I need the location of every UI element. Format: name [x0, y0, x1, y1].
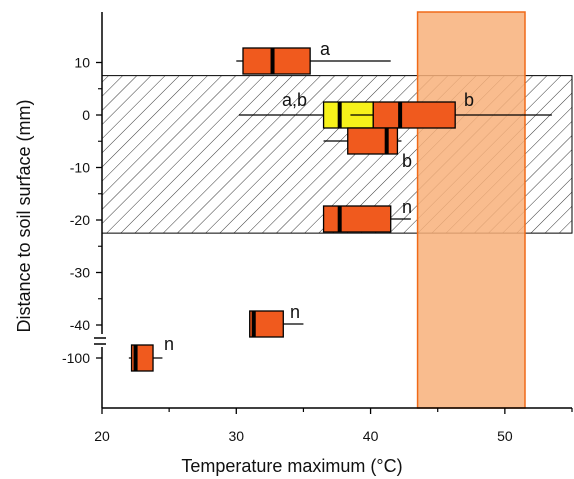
y-axis-title: Distance to soil surface (mm) [14, 99, 34, 332]
box-iqr [347, 127, 399, 155]
y-tick-label: -30 [70, 265, 90, 281]
y-tick-label: -40 [70, 317, 90, 333]
x-axis-ticks: 20 30 40 50 [94, 408, 573, 444]
box-4 [322, 205, 411, 233]
y-tick-label: 0 [82, 107, 90, 123]
box-significance-label: b [464, 90, 474, 110]
y-tick-label: -20 [70, 212, 90, 228]
box-iqr [372, 101, 456, 129]
box-3 [323, 127, 402, 155]
box-iqr [242, 47, 311, 75]
y-tick-label: -10 [70, 160, 90, 176]
box-significance-label: n [164, 334, 174, 354]
box-significance-label: n [290, 302, 300, 322]
box-significance-label: n [402, 197, 412, 217]
x-tick-label: 20 [94, 428, 110, 444]
x-axis-title: Temperature maximum (°C) [181, 456, 402, 476]
box-2 [350, 101, 552, 129]
y-tick-label: -100 [62, 350, 90, 366]
x-tick-label: 50 [497, 428, 513, 444]
box-significance-label: a,b [282, 90, 307, 110]
box-1 [238, 101, 418, 129]
box-significance-label: a [320, 39, 331, 59]
box-5 [249, 310, 304, 338]
box-0 [236, 47, 391, 75]
box-6 [128, 344, 163, 372]
x-tick-label: 30 [228, 428, 244, 444]
box-iqr [322, 205, 392, 233]
plot-frame [94, 12, 572, 409]
box-group: a a,b b b n n n [128, 39, 552, 372]
x-tick-label: 40 [363, 428, 379, 444]
shaded-temperature-band [416, 11, 526, 409]
box-significance-label: b [402, 151, 412, 171]
y-axis-ticks: 10 0 -10 -20 -30 -40 -100 [62, 55, 102, 366]
y-tick-label: 10 [74, 55, 90, 71]
